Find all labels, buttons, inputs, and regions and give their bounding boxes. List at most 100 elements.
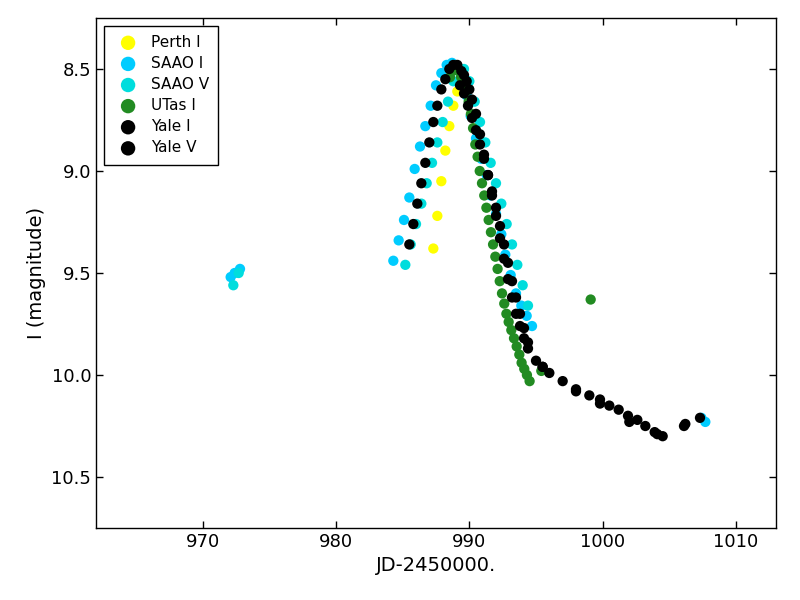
Yale I [490, 211, 502, 221]
SAAO I [430, 80, 442, 90]
SAAO I [484, 191, 497, 200]
UTas I [478, 191, 490, 200]
UTas I [489, 252, 502, 262]
Yale I [622, 411, 634, 421]
SAAO V [399, 260, 412, 269]
SAAO I [403, 193, 416, 202]
Yale I [463, 85, 476, 94]
UTas I [535, 366, 548, 376]
Yale I [427, 117, 440, 127]
SAAO V [516, 280, 529, 290]
Yale I [411, 199, 424, 208]
Yale I [443, 64, 456, 74]
Yale I [510, 309, 522, 319]
UTas I [518, 364, 530, 374]
UTas I [469, 140, 482, 149]
Yale V [518, 323, 530, 333]
Yale V [474, 140, 486, 149]
Yale I [403, 239, 416, 249]
UTas I [459, 86, 472, 96]
X-axis label: JD-2450000.: JD-2450000. [376, 556, 496, 575]
Yale V [494, 221, 506, 231]
Yale I [570, 385, 582, 394]
SAAO I [450, 64, 463, 74]
UTas I [494, 277, 506, 286]
Yale I [502, 274, 514, 284]
UTas I [500, 309, 513, 319]
Yale V [514, 309, 526, 319]
Yale V [623, 417, 636, 427]
Perth I [431, 211, 444, 221]
SAAO I [526, 321, 538, 331]
Yale I [530, 356, 542, 365]
Yale I [603, 401, 616, 410]
SAAO I [228, 268, 241, 278]
Yale V [510, 293, 522, 302]
Yale V [486, 187, 498, 196]
Yale V [506, 277, 518, 286]
UTas I [450, 62, 463, 72]
UTas I [482, 215, 495, 225]
SAAO I [408, 164, 421, 174]
UTas I [454, 73, 467, 82]
UTas I [584, 295, 597, 304]
UTas I [515, 358, 528, 368]
Yale I [498, 254, 510, 263]
Yale I [556, 376, 569, 386]
SAAO I [470, 134, 482, 143]
UTas I [521, 370, 534, 380]
SAAO V [404, 239, 417, 249]
SAAO V [426, 158, 438, 167]
SAAO V [458, 64, 470, 74]
SAAO I [695, 413, 708, 422]
Perth I [427, 244, 440, 253]
SAAO V [479, 137, 492, 147]
SAAO I [520, 311, 533, 320]
Yale I [506, 293, 518, 302]
UTas I [502, 317, 515, 327]
Yale I [419, 158, 432, 167]
Yale I [455, 66, 468, 76]
Yale I [522, 344, 534, 353]
SAAO V [484, 158, 497, 167]
Y-axis label: I (magnitude): I (magnitude) [26, 207, 46, 339]
Yale V [478, 154, 490, 164]
UTas I [496, 289, 509, 298]
Yale I [594, 395, 606, 404]
UTas I [453, 66, 466, 76]
UTas I [486, 239, 499, 249]
SAAO V [474, 117, 486, 127]
SAAO V [463, 76, 476, 86]
UTas I [505, 325, 518, 335]
Yale I [466, 95, 478, 104]
Yale V [490, 203, 502, 212]
Yale V [498, 239, 510, 249]
SAAO I [499, 250, 512, 259]
SAAO V [420, 178, 433, 188]
Perth I [451, 86, 464, 96]
SAAO V [442, 97, 454, 106]
Yale I [431, 101, 444, 110]
SAAO I [480, 170, 493, 180]
UTas I [446, 66, 458, 76]
UTas I [471, 152, 484, 161]
Yale I [612, 405, 625, 415]
Yale I [648, 427, 661, 437]
Yale I [518, 334, 530, 343]
SAAO I [510, 289, 522, 298]
SAAO I [440, 60, 453, 70]
SAAO I [699, 417, 712, 427]
UTas I [457, 79, 470, 88]
SAAO I [455, 74, 468, 84]
Yale I [631, 415, 644, 425]
Yale V [570, 386, 582, 396]
SAAO V [511, 260, 524, 269]
Yale V [694, 413, 706, 422]
SAAO I [515, 301, 528, 310]
UTas I [462, 97, 475, 106]
UTas I [513, 350, 526, 359]
Perth I [439, 146, 452, 155]
Yale I [478, 150, 490, 160]
Perth I [435, 176, 448, 186]
Yale I [460, 76, 473, 86]
